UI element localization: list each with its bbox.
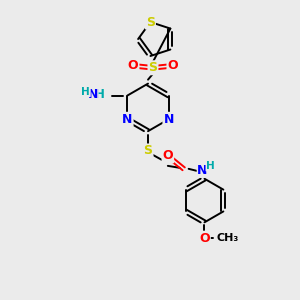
Text: S: S — [146, 16, 155, 28]
Text: O: O — [128, 59, 139, 72]
Text: H: H — [206, 161, 215, 171]
Text: S: S — [148, 61, 158, 74]
Text: S: S — [143, 145, 152, 158]
Text: H: H — [95, 88, 105, 101]
Text: CH₃: CH₃ — [216, 233, 238, 243]
Text: O: O — [167, 59, 178, 72]
Text: O: O — [163, 149, 173, 162]
Text: N: N — [164, 113, 174, 126]
Text: O: O — [199, 232, 210, 245]
Text: N: N — [197, 164, 208, 177]
Text: N: N — [88, 88, 98, 101]
Text: H: H — [81, 86, 90, 97]
Text: N: N — [122, 113, 133, 126]
